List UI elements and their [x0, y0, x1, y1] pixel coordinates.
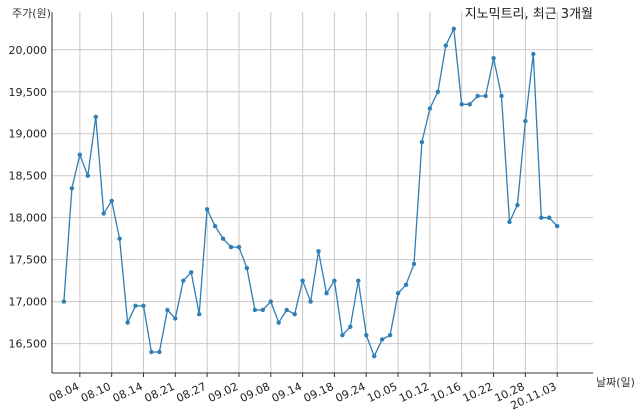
price-point: [197, 312, 202, 317]
y-tick-label: 18,000: [9, 212, 48, 225]
price-point: [308, 299, 313, 304]
y-tick-label: 17,500: [9, 254, 48, 267]
x-tick-label: 08.04: [47, 380, 81, 405]
price-point: [356, 278, 361, 283]
x-tick-label: 08.21: [143, 380, 177, 405]
price-point: [117, 236, 122, 241]
price-point: [157, 349, 162, 355]
price-point: [507, 219, 512, 225]
x-tick-label: 10.16: [429, 380, 463, 405]
price-point: [555, 223, 560, 229]
y-tick-label: 18,500: [9, 170, 48, 183]
price-point: [141, 303, 146, 308]
price-point: [316, 249, 321, 254]
price-point: [69, 186, 75, 191]
price-point: [348, 324, 353, 329]
x-tick-label: 10.05: [365, 380, 399, 405]
y-tick-label: 20,000: [9, 44, 48, 57]
price-point: [85, 173, 91, 178]
x-tick-label: 08.10: [79, 380, 113, 405]
price-point: [61, 299, 67, 304]
price-point: [332, 278, 337, 283]
grid-lines: [52, 12, 593, 373]
price-point: [300, 278, 305, 283]
price-point: [403, 282, 409, 287]
chart-title: 지노믹트리, 최근 3개월: [465, 7, 593, 22]
price-point: [451, 26, 456, 31]
x-tick-label: 08.27: [174, 380, 208, 405]
price-point: [284, 307, 289, 313]
y-tick-label: 19,500: [9, 86, 48, 99]
price-point: [204, 207, 210, 212]
x-tick-label: 08.14: [111, 380, 145, 405]
price-series: [61, 26, 560, 359]
y-tick-label: 17,000: [9, 296, 48, 309]
price-point: [539, 215, 544, 220]
price-point: [292, 312, 297, 317]
price-point: [372, 354, 377, 359]
price-point: [228, 244, 234, 250]
axes: [51, 12, 593, 377]
price-point: [181, 278, 186, 283]
price-point: [77, 152, 83, 157]
price-point: [483, 93, 488, 99]
price-point: [411, 261, 417, 267]
price-point: [165, 307, 170, 313]
price-point: [268, 299, 273, 304]
price-point: [491, 56, 496, 61]
price-point: [387, 333, 393, 338]
price-point: [419, 139, 425, 145]
price-point: [101, 211, 106, 216]
price-point: [252, 307, 258, 313]
x-tick-label: 10.12: [397, 380, 431, 405]
x-tick-label: 09.18: [302, 380, 336, 405]
x-tick-label: 10.22: [461, 380, 495, 405]
x-tick-label: 09.24: [333, 380, 367, 405]
price-point: [149, 349, 154, 355]
price-point: [212, 223, 218, 229]
price-line: [63, 26, 558, 358]
price-point: [324, 291, 329, 296]
price-point: [260, 307, 265, 313]
price-point: [475, 93, 480, 99]
price-point: [133, 303, 138, 308]
x-axis-title: 날짜(일): [596, 375, 635, 389]
price-point: [435, 89, 441, 95]
price-point: [531, 51, 536, 57]
price-point: [380, 337, 385, 342]
price-point: [547, 215, 552, 220]
price-point: [467, 102, 472, 107]
price-point: [427, 106, 433, 111]
price-point: [499, 93, 504, 99]
price-point: [459, 102, 464, 107]
price-point: [276, 320, 281, 325]
price-point: [189, 270, 194, 275]
price-point: [523, 118, 528, 124]
price-point: [244, 265, 250, 271]
y-axis-title: 주가(원): [12, 7, 51, 20]
price-point: [220, 236, 226, 241]
price-point: [443, 43, 448, 48]
price-point: [93, 114, 99, 120]
tick-labels: 16,500 17,000 17,500 18,000 18,500 19,000 19,5…: [9, 44, 559, 413]
price-point: [109, 198, 114, 204]
y-tick-label: 19,000: [9, 128, 48, 141]
x-tick-label: 09.02: [206, 380, 240, 405]
x-tick-label: 09.14: [270, 380, 304, 405]
price-point: [515, 202, 520, 208]
price-point: [173, 316, 178, 321]
x-tick-label: 09.08: [238, 380, 272, 405]
y-tick-label: 16,500: [9, 338, 48, 351]
price-point: [340, 333, 345, 338]
price-point: [364, 333, 369, 338]
price-point: [236, 244, 242, 250]
price-point: [395, 291, 401, 296]
price-point: [125, 320, 130, 325]
